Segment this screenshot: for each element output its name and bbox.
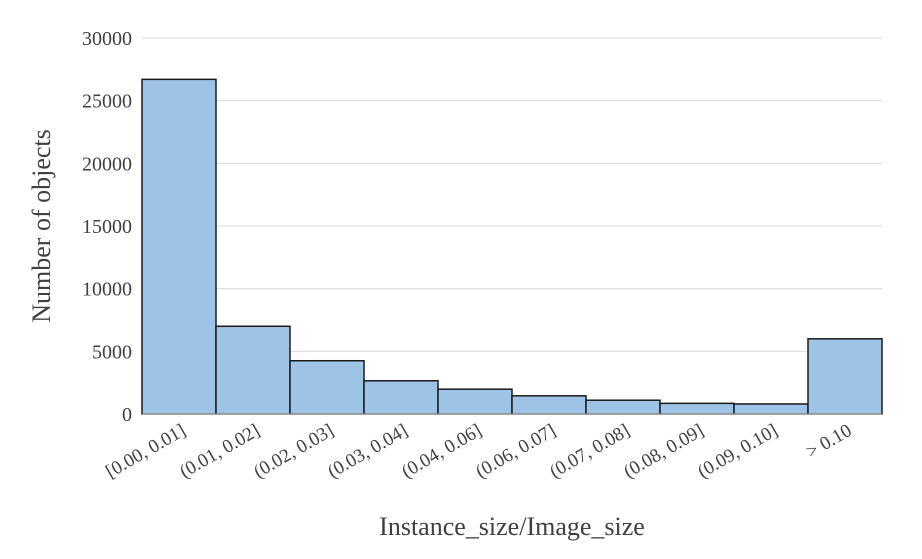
bar	[141, 78, 217, 415]
y-tick-label: 10000	[82, 279, 132, 301]
bar	[659, 402, 735, 415]
bar	[807, 338, 883, 415]
x-tick-label: (0.01, 0.02]	[176, 420, 263, 483]
x-tick-label: > 0.10	[803, 420, 856, 463]
bar	[363, 380, 439, 415]
x-tick-label: (0.02, 0.03]	[250, 420, 337, 483]
y-tick-label: 25000	[82, 91, 132, 113]
y-tick-label: 0	[122, 404, 132, 426]
x-axis-ticks: [0.00, 0.01](0.01, 0.02](0.02, 0.03](0.0…	[102, 420, 855, 483]
y-tick-label: 15000	[82, 216, 132, 238]
x-tick-label: [0.00, 0.01]	[102, 420, 189, 483]
y-tick-label: 5000	[92, 341, 132, 363]
bars	[141, 78, 883, 415]
x-tick-label: (0.09, 0.10]	[694, 420, 781, 483]
bar	[511, 395, 587, 415]
x-tick-label: (0.06, 0.07]	[472, 420, 559, 483]
gridlines	[142, 37, 882, 352]
x-axis-title: Instance_size/Image_size	[379, 512, 645, 541]
y-tick-label: 30000	[82, 28, 132, 50]
y-axis-title: Number of objects	[27, 129, 56, 323]
y-tick-label: 20000	[82, 153, 132, 175]
bar	[585, 399, 661, 415]
x-tick-label: (0.08, 0.09]	[620, 420, 707, 483]
bar	[733, 403, 809, 415]
x-tick-label: (0.07, 0.08]	[546, 420, 633, 483]
x-tick-label: (0.04, 0.06]	[398, 420, 485, 483]
bar	[215, 325, 291, 415]
bar	[289, 359, 365, 415]
bar	[437, 388, 513, 415]
x-tick-label: (0.03, 0.04]	[324, 420, 411, 483]
y-axis-ticks: 0 5000 10000 15000 20000 25000 30000	[82, 28, 132, 426]
